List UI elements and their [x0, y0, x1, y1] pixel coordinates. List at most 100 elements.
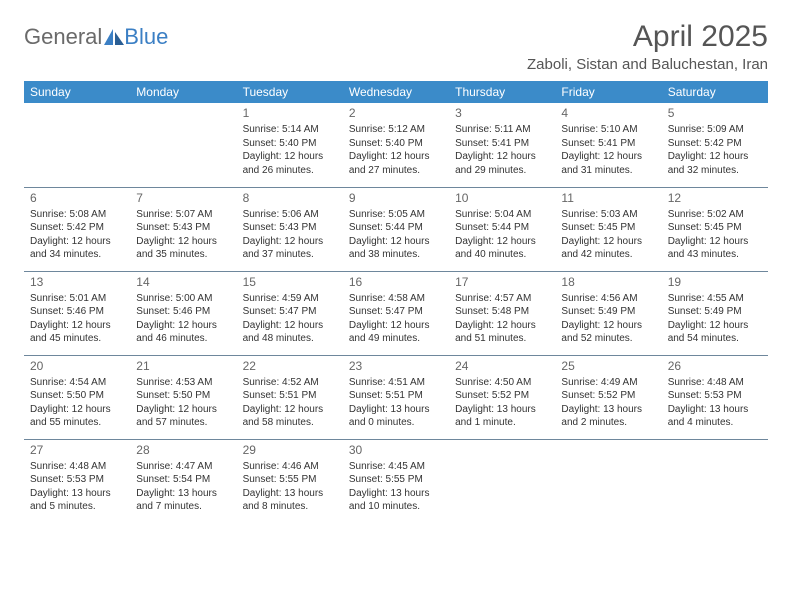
sunrise-line: Sunrise: 4:50 AM [455, 376, 549, 390]
daylight-line: Daylight: 13 hours and 4 minutes. [668, 403, 762, 430]
day-number: 9 [349, 190, 443, 206]
sunrise-line: Sunrise: 5:12 AM [349, 123, 443, 137]
sunrise-line: Sunrise: 4:47 AM [136, 460, 230, 474]
day-number: 20 [30, 358, 124, 374]
daylight-line: Daylight: 12 hours and 46 minutes. [136, 319, 230, 346]
day-header: Tuesday [237, 81, 343, 103]
day-number: 30 [349, 442, 443, 458]
daylight-line: Daylight: 12 hours and 58 minutes. [243, 403, 337, 430]
daylight-line: Daylight: 13 hours and 10 minutes. [349, 487, 443, 514]
calendar-cell: 10Sunrise: 5:04 AMSunset: 5:44 PMDayligh… [449, 187, 555, 271]
day-header: Sunday [24, 81, 130, 103]
daylight-line: Daylight: 12 hours and 32 minutes. [668, 150, 762, 177]
sunset-line: Sunset: 5:50 PM [30, 389, 124, 403]
sunset-line: Sunset: 5:42 PM [668, 137, 762, 151]
day-number: 6 [30, 190, 124, 206]
daylight-line: Daylight: 12 hours and 34 minutes. [30, 235, 124, 262]
calendar-cell: 17Sunrise: 4:57 AMSunset: 5:48 PMDayligh… [449, 271, 555, 355]
sunrise-line: Sunrise: 5:02 AM [668, 208, 762, 222]
sunset-line: Sunset: 5:51 PM [349, 389, 443, 403]
daylight-line: Daylight: 12 hours and 55 minutes. [30, 403, 124, 430]
sunset-line: Sunset: 5:44 PM [349, 221, 443, 235]
calendar-cell: 18Sunrise: 4:56 AMSunset: 5:49 PMDayligh… [555, 271, 661, 355]
sunset-line: Sunset: 5:42 PM [30, 221, 124, 235]
sunset-line: Sunset: 5:47 PM [349, 305, 443, 319]
sunrise-line: Sunrise: 5:10 AM [561, 123, 655, 137]
calendar-cell: 5 Sunrise: 5:09 AMSunset: 5:42 PMDaylight… [662, 103, 768, 187]
title-block: April 2025 Zaboli, Sistan and Baluchesta… [527, 20, 768, 73]
calendar-cell: 30Sunrise: 4:45 AMSunset: 5:55 PMDayligh… [343, 439, 449, 523]
sunrise-line: Sunrise: 4:46 AM [243, 460, 337, 474]
calendar-cell: 6Sunrise: 5:08 AMSunset: 5:42 PMDaylight… [24, 187, 130, 271]
calendar-cell: 23Sunrise: 4:51 AMSunset: 5:51 PMDayligh… [343, 355, 449, 439]
calendar-cell: 19Sunrise: 4:55 AMSunset: 5:49 PMDayligh… [662, 271, 768, 355]
calendar-cell: 9Sunrise: 5:05 AMSunset: 5:44 PMDaylight… [343, 187, 449, 271]
daylight-line: Daylight: 12 hours and 45 minutes. [30, 319, 124, 346]
day-header-row: Sunday Monday Tuesday Wednesday Thursday… [24, 81, 768, 103]
calendar-cell [130, 103, 236, 187]
calendar-cell: 11Sunrise: 5:03 AMSunset: 5:45 PMDayligh… [555, 187, 661, 271]
sunset-line: Sunset: 5:41 PM [561, 137, 655, 151]
sunrise-line: Sunrise: 5:07 AM [136, 208, 230, 222]
day-number: 7 [136, 190, 230, 206]
sunrise-line: Sunrise: 4:58 AM [349, 292, 443, 306]
daylight-line: Daylight: 12 hours and 42 minutes. [561, 235, 655, 262]
calendar-cell [24, 103, 130, 187]
daylight-line: Daylight: 12 hours and 29 minutes. [455, 150, 549, 177]
daylight-line: Daylight: 12 hours and 26 minutes. [243, 150, 337, 177]
calendar-cell: 14Sunrise: 5:00 AMSunset: 5:46 PMDayligh… [130, 271, 236, 355]
sunset-line: Sunset: 5:46 PM [30, 305, 124, 319]
calendar-cell: 13Sunrise: 5:01 AMSunset: 5:46 PMDayligh… [24, 271, 130, 355]
day-number: 26 [668, 358, 762, 374]
sunset-line: Sunset: 5:55 PM [243, 473, 337, 487]
sunset-line: Sunset: 5:47 PM [243, 305, 337, 319]
day-number: 21 [136, 358, 230, 374]
calendar-row: 1Sunrise: 5:14 AMSunset: 5:40 PMDaylight… [24, 103, 768, 187]
sunrise-line: Sunrise: 5:06 AM [243, 208, 337, 222]
calendar-cell: 4Sunrise: 5:10 AMSunset: 5:41 PMDaylight… [555, 103, 661, 187]
sunrise-line: Sunrise: 4:51 AM [349, 376, 443, 390]
month-title: April 2025 [527, 20, 768, 54]
calendar-cell: 12Sunrise: 5:02 AMSunset: 5:45 PMDayligh… [662, 187, 768, 271]
day-number: 12 [668, 190, 762, 206]
day-number: 3 [455, 105, 549, 121]
location: Zaboli, Sistan and Baluchestan, Iran [527, 56, 768, 73]
sunrise-line: Sunrise: 4:52 AM [243, 376, 337, 390]
calendar-table: Sunday Monday Tuesday Wednesday Thursday… [24, 81, 768, 523]
day-number: 16 [349, 274, 443, 290]
sunset-line: Sunset: 5:43 PM [136, 221, 230, 235]
day-number: 5 [668, 105, 762, 121]
day-header: Thursday [449, 81, 555, 103]
day-header: Friday [555, 81, 661, 103]
calendar-cell: 8Sunrise: 5:06 AMSunset: 5:43 PMDaylight… [237, 187, 343, 271]
calendar-cell [555, 439, 661, 523]
sunset-line: Sunset: 5:53 PM [30, 473, 124, 487]
sunrise-line: Sunrise: 4:56 AM [561, 292, 655, 306]
sunset-line: Sunset: 5:54 PM [136, 473, 230, 487]
sunrise-line: Sunrise: 4:53 AM [136, 376, 230, 390]
sunrise-line: Sunrise: 4:48 AM [30, 460, 124, 474]
sunset-line: Sunset: 5:53 PM [668, 389, 762, 403]
day-number: 23 [349, 358, 443, 374]
logo-text-blue: Blue [124, 24, 168, 50]
sunset-line: Sunset: 5:49 PM [561, 305, 655, 319]
day-number: 17 [455, 274, 549, 290]
day-number: 1 [243, 105, 337, 121]
sunset-line: Sunset: 5:40 PM [243, 137, 337, 151]
sunset-line: Sunset: 5:45 PM [668, 221, 762, 235]
daylight-line: Daylight: 12 hours and 38 minutes. [349, 235, 443, 262]
sunrise-line: Sunrise: 4:54 AM [30, 376, 124, 390]
sunrise-line: Sunrise: 5:01 AM [30, 292, 124, 306]
daylight-line: Daylight: 12 hours and 48 minutes. [243, 319, 337, 346]
sunset-line: Sunset: 5:48 PM [455, 305, 549, 319]
sunrise-line: Sunrise: 5:14 AM [243, 123, 337, 137]
sunrise-line: Sunrise: 5:09 AM [668, 123, 762, 137]
day-header: Saturday [662, 81, 768, 103]
day-number: 22 [243, 358, 337, 374]
sunset-line: Sunset: 5:40 PM [349, 137, 443, 151]
sunset-line: Sunset: 5:55 PM [349, 473, 443, 487]
sunrise-line: Sunrise: 5:04 AM [455, 208, 549, 222]
calendar-cell: 29Sunrise: 4:46 AMSunset: 5:55 PMDayligh… [237, 439, 343, 523]
sunset-line: Sunset: 5:41 PM [455, 137, 549, 151]
day-number: 8 [243, 190, 337, 206]
